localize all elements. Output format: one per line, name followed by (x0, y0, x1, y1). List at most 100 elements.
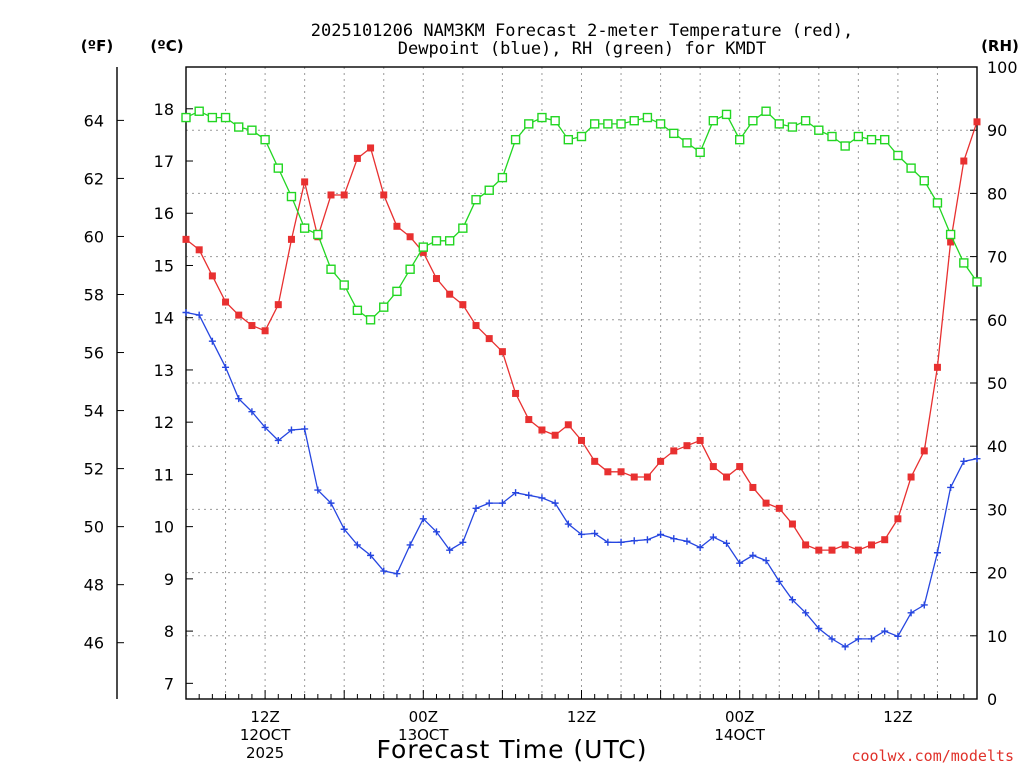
data-point (313, 229, 323, 240)
data-point (815, 624, 823, 632)
data-point (616, 119, 626, 129)
data-point (802, 609, 810, 617)
data-point (960, 157, 968, 165)
data-point (459, 301, 467, 309)
chart-title-line-1: 2025101206 NAM3KM Forecast 2-meter Tempe… (311, 21, 853, 41)
rh-tick-label: 40 (987, 437, 1007, 456)
data-point (301, 425, 309, 433)
data-point (723, 473, 731, 481)
data-point (762, 499, 770, 507)
data-point (485, 499, 493, 507)
data-point (182, 308, 190, 316)
data-point (945, 229, 956, 240)
data-point (854, 546, 862, 554)
data-point (287, 426, 295, 434)
data-point (920, 601, 928, 609)
data-point (380, 567, 388, 575)
data-point (537, 112, 547, 123)
x-tick-label: 12OCT (240, 726, 291, 744)
celsius-tick-label: 14 (154, 309, 174, 328)
data-point (538, 494, 546, 502)
rh-tick-label: 100 (987, 58, 1018, 77)
data-point (524, 119, 534, 129)
fahrenheit-tick-label: 50 (84, 518, 104, 537)
data-point (589, 119, 600, 129)
data-point (947, 483, 955, 491)
data-point (933, 549, 941, 557)
data-point (670, 447, 678, 455)
data-point (578, 436, 585, 444)
data-point (657, 457, 665, 465)
data-point (749, 551, 757, 559)
data-point (273, 163, 283, 173)
data-point (682, 138, 692, 148)
data-point (274, 301, 282, 309)
data-point (696, 436, 704, 444)
data-point (563, 134, 574, 145)
data-point (181, 112, 191, 123)
celsius-tick-label: 18 (154, 100, 174, 119)
data-point (788, 520, 796, 528)
celsius-tick-label: 10 (154, 518, 174, 537)
x-tick-label: 12Z (250, 708, 279, 726)
axes: 7 8 9 10 11 12 13 14 15 16 17 18 46 48 50 52 54 56 58 60 62 6… (84, 58, 1018, 762)
data-point (853, 131, 864, 142)
data-point (814, 125, 824, 135)
data-point (775, 504, 783, 512)
rh-tick-label: 90 (987, 121, 1007, 140)
data-point (352, 305, 363, 316)
celsius-tick-label: 11 (154, 465, 174, 484)
data-point (327, 191, 335, 199)
celsius-tick-label: 13 (154, 361, 174, 380)
data-point (431, 236, 442, 246)
data-point (538, 426, 546, 434)
data-point (327, 499, 335, 507)
data-point (353, 541, 361, 549)
data-point (274, 436, 282, 444)
data-series (181, 106, 982, 651)
data-point (512, 489, 520, 497)
data-point (247, 125, 257, 135)
chart-title-line-2: Dewpoint (blue), RH (green) for KMDT (398, 39, 766, 59)
data-point (840, 141, 850, 151)
rh-tick-label: 10 (987, 627, 1007, 646)
data-point (260, 134, 270, 145)
data-point (973, 455, 981, 463)
data-point (919, 176, 929, 186)
data-point (458, 223, 468, 233)
data-point (419, 248, 427, 256)
data-point (721, 109, 732, 120)
data-point (286, 191, 297, 202)
data-point (749, 483, 757, 491)
data-point (787, 122, 798, 132)
data-point (854, 635, 862, 643)
data-point (472, 322, 480, 330)
data-point (709, 463, 717, 471)
data-point (617, 468, 625, 476)
data-point (564, 421, 572, 429)
data-point (314, 486, 322, 494)
fahrenheit-tick-label: 46 (84, 634, 104, 653)
data-point (695, 147, 705, 158)
celsius-tick-label: 9 (164, 570, 174, 589)
data-point (380, 191, 388, 199)
data-point (972, 277, 982, 287)
rh-tick-label: 0 (987, 690, 997, 709)
data-point (220, 112, 231, 123)
data-point (498, 499, 506, 507)
data-point (235, 395, 243, 403)
fahrenheit-tick-label: 56 (84, 344, 104, 363)
x-axis-title: Forecast Time (UTC) (377, 735, 648, 764)
data-point (591, 529, 599, 537)
data-point (510, 134, 521, 145)
data-point (392, 286, 402, 297)
celsius-tick-label: 12 (154, 413, 174, 432)
fahrenheit-tick-label: 60 (84, 227, 104, 246)
data-point (405, 264, 415, 274)
data-point (907, 609, 915, 617)
data-point (761, 106, 771, 116)
data-point (629, 116, 639, 126)
data-point (604, 538, 612, 546)
gridlines (186, 67, 977, 699)
